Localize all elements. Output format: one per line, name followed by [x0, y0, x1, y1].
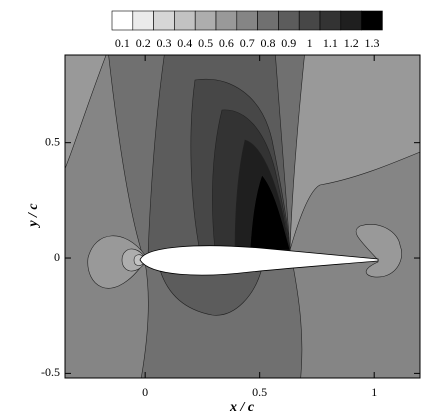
colorbar-label: 0.7 — [240, 36, 255, 50]
y-tick-label: -0.5 — [41, 365, 60, 379]
x-axis-label: x / c — [229, 400, 255, 412]
x-tick-label: 0 — [142, 385, 148, 399]
x-tick-label: 0.5 — [252, 385, 267, 399]
colorbar-swatch — [319, 10, 342, 31]
colorbar-label: 0.6 — [219, 36, 234, 50]
colorbar-label: 0.4 — [177, 36, 192, 50]
y-tick-label: 0.5 — [45, 134, 60, 148]
colorbar-label: 0.5 — [198, 36, 213, 50]
colorbar-label: 0.8 — [261, 36, 276, 50]
colorbar-swatch — [111, 10, 134, 31]
airfoil — [139, 245, 379, 276]
colorbar-label: 0.1 — [115, 36, 130, 50]
colorbar-label: 1.2 — [344, 36, 359, 50]
colorbar-swatch — [174, 10, 196, 31]
contour-region — [355, 224, 402, 278]
plot-frame — [64, 54, 421, 379]
colorbar-swatch — [257, 10, 279, 31]
colorbar-swatch — [361, 10, 383, 31]
colorbar-swatch — [340, 10, 362, 31]
colorbar-swatch — [298, 10, 321, 31]
colorbar-swatch — [278, 10, 300, 31]
y-axis-label: y / c — [26, 203, 41, 229]
contour-field — [65, 55, 420, 378]
colorbar-label: 1.3 — [365, 36, 380, 50]
contour-region — [289, 55, 420, 251]
colorbar-swatch — [215, 10, 238, 31]
contour-region — [65, 55, 107, 170]
colorbar-label: 1.1 — [323, 36, 338, 50]
colorbar-label: 0.9 — [281, 36, 296, 50]
colorbar-label: 0.3 — [157, 36, 172, 50]
colorbar-swatch — [153, 10, 175, 31]
colorbar-swatch — [132, 10, 154, 31]
colorbar-label: 0.2 — [136, 36, 151, 50]
colorbar-swatch — [236, 10, 258, 31]
colorbar-label: 1 — [307, 36, 313, 50]
x-tick-label: 1 — [371, 385, 377, 399]
y-tick-label: 0 — [54, 250, 60, 264]
colorbar-swatch — [194, 10, 217, 31]
